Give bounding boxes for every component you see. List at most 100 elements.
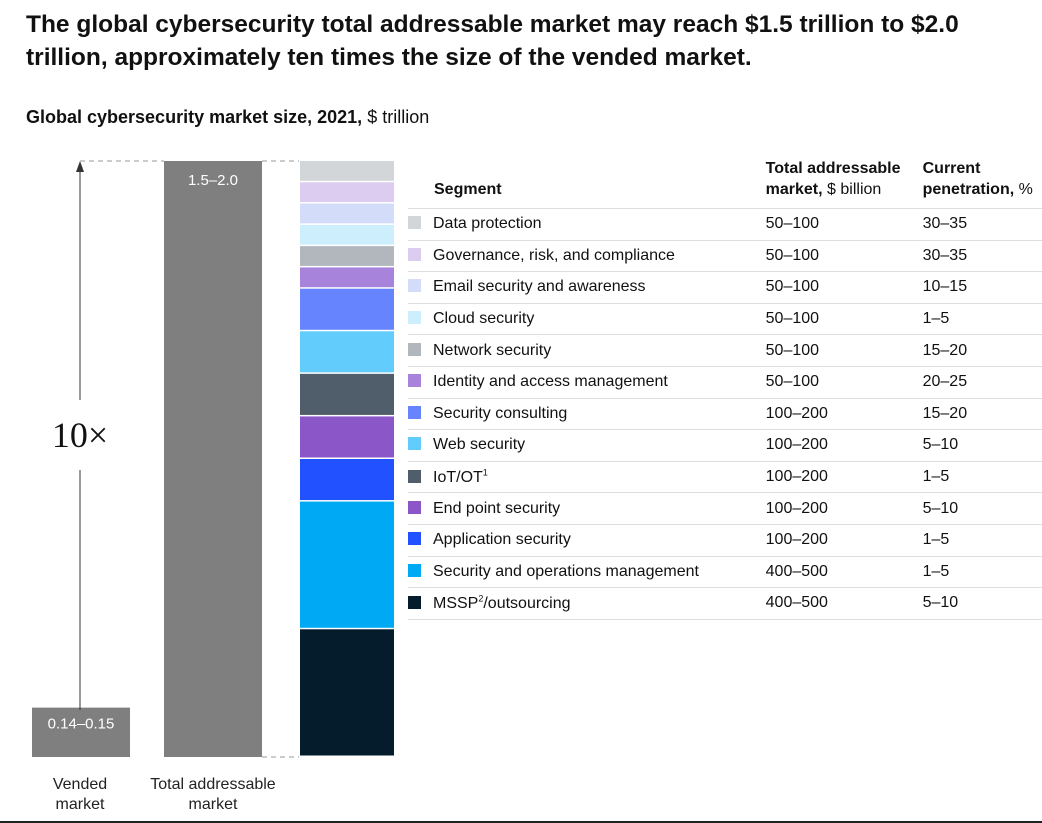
multiplier-label: 10× bbox=[52, 415, 108, 455]
legend-swatch bbox=[408, 216, 421, 230]
legend-swatch bbox=[408, 532, 421, 546]
stack-segment bbox=[300, 161, 394, 181]
stack-segment bbox=[300, 224, 394, 245]
legend-swatch bbox=[408, 311, 421, 325]
penetration-value: 5–10 bbox=[922, 492, 1042, 525]
segment-name-cell: Identity and access management bbox=[408, 366, 766, 399]
legend-swatch bbox=[408, 469, 421, 483]
legend-swatch bbox=[408, 596, 421, 610]
tam-value: 100–200 bbox=[765, 429, 923, 462]
penetration-value: 15–20 bbox=[922, 334, 1042, 367]
legend-swatch bbox=[408, 500, 421, 514]
segment-name: Email security and awareness bbox=[433, 278, 646, 296]
stack-segment bbox=[300, 203, 394, 224]
segment-name-cell: MSSP2/outsourcing bbox=[408, 587, 766, 620]
stack-segment bbox=[300, 629, 394, 756]
legend-swatch bbox=[408, 405, 421, 419]
chart-subtitle: Global cybersecurity market size, 2021, … bbox=[26, 107, 430, 127]
segment-name-cell: Security consulting bbox=[408, 398, 766, 431]
legend-swatch bbox=[408, 342, 421, 356]
tam-value: 50–100 bbox=[765, 334, 923, 367]
segment-name-cell: Web security bbox=[408, 429, 766, 462]
header-penetration: Current penetration, % bbox=[922, 158, 1042, 209]
segment-name: Network security bbox=[433, 341, 552, 359]
segment-name: Application security bbox=[433, 531, 571, 549]
segment-name: Security and operations management bbox=[433, 562, 699, 580]
table-header-row: Segment Total addressable market, $ billi… bbox=[408, 158, 1042, 209]
penetration-value: 20–25 bbox=[922, 366, 1042, 399]
penetration-value: 15–20 bbox=[922, 398, 1042, 431]
stack-segment bbox=[300, 288, 394, 330]
stack-segment bbox=[300, 373, 394, 415]
segment-name-cell: Network security bbox=[408, 334, 766, 367]
legend-swatch bbox=[408, 247, 421, 261]
segment-name: Data protection bbox=[433, 215, 542, 233]
tam-value: 400–500 bbox=[765, 556, 923, 589]
tam-value: 100–200 bbox=[765, 398, 923, 431]
segment-name: Governance, risk, and compliance bbox=[433, 246, 675, 264]
table-row: Network security 50–100 15–20 bbox=[408, 334, 1042, 367]
penetration-value: 30–35 bbox=[922, 208, 1042, 241]
segment-name: Cloud security bbox=[433, 310, 535, 328]
penetration-value: 1–5 bbox=[922, 303, 1042, 336]
tam-value: 50–100 bbox=[765, 366, 923, 399]
segment-name-cell: Cloud security bbox=[408, 303, 766, 336]
segment-name-cell: IoT/OT1 bbox=[408, 461, 766, 494]
penetration-value: 30–35 bbox=[922, 240, 1042, 273]
category-label-tam: Total addressable market bbox=[150, 776, 276, 813]
header-tam: Total addressable market, $ billion bbox=[765, 158, 923, 209]
legend-swatch bbox=[408, 279, 421, 293]
penetration-value: 1–5 bbox=[922, 556, 1042, 589]
segment-name-cell: Email security and awareness bbox=[408, 271, 766, 304]
segment-name-cell: Governance, risk, and compliance bbox=[408, 240, 766, 273]
penetration-value: 5–10 bbox=[922, 587, 1042, 620]
penetration-value: 1–5 bbox=[922, 461, 1042, 494]
table-row: MSSP2/outsourcing 400–500 5–10 bbox=[408, 587, 1042, 620]
stack-segment bbox=[300, 459, 394, 501]
data-label-vended-market: 0.14–0.15 bbox=[48, 716, 115, 733]
multiplier-arrow-head bbox=[76, 161, 84, 172]
bottom-rule bbox=[0, 821, 1042, 823]
table-row: IoT/OT1 100–200 1–5 bbox=[408, 461, 1042, 494]
bar-vended-market bbox=[32, 707, 130, 757]
table-row: Cloud security 50–100 1–5 bbox=[408, 303, 1042, 336]
tam-value: 400–500 bbox=[765, 587, 923, 620]
tam-value: 100–200 bbox=[765, 492, 923, 525]
legend-swatch bbox=[408, 437, 421, 451]
table-row: Data protection 50–100 30–35 bbox=[408, 208, 1042, 241]
header-segment: Segment bbox=[408, 158, 766, 209]
segment-name: End point security bbox=[433, 499, 561, 517]
penetration-value: 5–10 bbox=[922, 429, 1042, 462]
segment-name-cell: Data protection bbox=[408, 208, 766, 241]
legend-swatch bbox=[408, 374, 421, 388]
penetration-value: 10–15 bbox=[922, 271, 1042, 304]
table-row: Web security 100–200 5–10 bbox=[408, 429, 1042, 462]
penetration-value: 1–5 bbox=[922, 524, 1042, 557]
segment-name: Security consulting bbox=[433, 404, 568, 422]
segment-name-cell: Application security bbox=[408, 524, 766, 557]
segment-name: IoT/OT1 bbox=[433, 467, 488, 486]
segment-name: MSSP2/outsourcing bbox=[433, 593, 571, 613]
table-row: Identity and access management 50–100 20–2… bbox=[408, 366, 1042, 399]
segment-table: Segment Total addressable market, $ billi… bbox=[408, 158, 1042, 620]
tam-value: 50–100 bbox=[765, 208, 923, 241]
segment-name: Identity and access management bbox=[433, 373, 668, 391]
table-row: Email security and awareness 50–100 10–15 bbox=[408, 271, 1042, 304]
table-row: Application security 100–200 1–5 bbox=[408, 524, 1042, 557]
stack-segment bbox=[300, 246, 394, 266]
tam-value: 50–100 bbox=[765, 303, 923, 336]
tam-value: 50–100 bbox=[765, 271, 923, 304]
stack-segment bbox=[300, 416, 394, 458]
segment-name: Web security bbox=[433, 436, 526, 454]
stack-segment bbox=[300, 331, 394, 373]
bar-total-addressable-market bbox=[164, 161, 262, 757]
stack-segment bbox=[300, 267, 394, 288]
table-row: Security consulting 100–200 15–20 bbox=[408, 398, 1042, 431]
data-label-total-addressable-market: 1.5–2.0 bbox=[188, 172, 238, 189]
table-row: Security and operations management 400–50… bbox=[408, 556, 1042, 589]
tam-value: 50–100 bbox=[765, 240, 923, 273]
segment-name-cell: End point security bbox=[408, 492, 766, 525]
segment-name-cell: Security and operations management bbox=[408, 556, 766, 589]
tam-value: 100–200 bbox=[765, 524, 923, 557]
legend-swatch bbox=[408, 563, 421, 577]
